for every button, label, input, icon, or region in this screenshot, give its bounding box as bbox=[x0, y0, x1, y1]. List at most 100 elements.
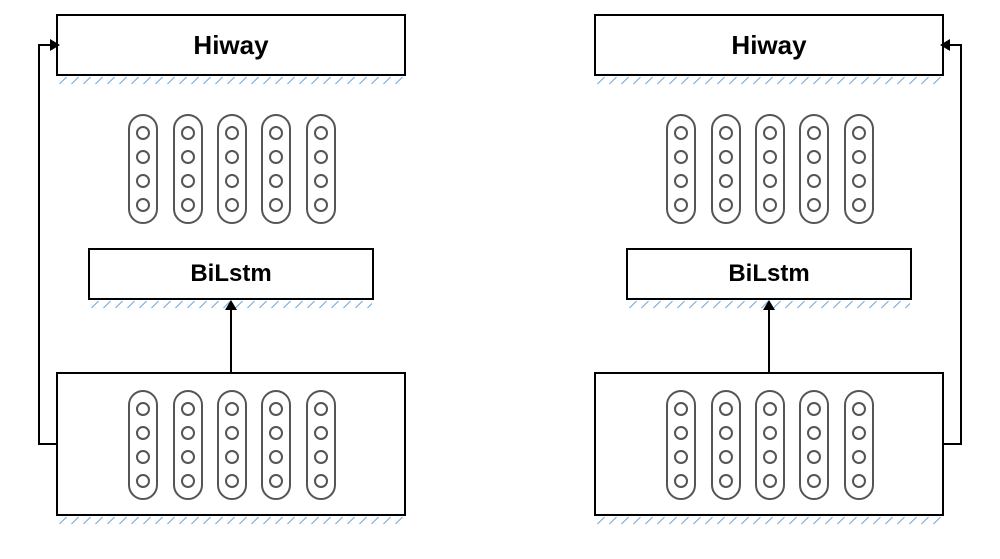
bottom-hatch bbox=[58, 516, 404, 530]
hiway-label: Hiway bbox=[596, 30, 942, 61]
capsule bbox=[799, 114, 829, 224]
capsule-dot bbox=[314, 426, 328, 440]
feedback-h-top bbox=[948, 44, 962, 46]
capsule-dot bbox=[852, 450, 866, 464]
capsule bbox=[666, 390, 696, 500]
capsule-dot bbox=[269, 126, 283, 140]
capsule-row-mid bbox=[652, 106, 888, 232]
feedback-v bbox=[38, 45, 40, 445]
arrow-up-line bbox=[768, 308, 770, 372]
capsule-dot bbox=[807, 150, 821, 164]
capsule-dot bbox=[674, 426, 688, 440]
capsule-dot bbox=[852, 402, 866, 416]
capsule-dot bbox=[314, 150, 328, 164]
capsule bbox=[261, 114, 291, 224]
capsule bbox=[306, 390, 336, 500]
capsule bbox=[173, 114, 203, 224]
capsule-dot bbox=[225, 150, 239, 164]
capsule-dot bbox=[763, 150, 777, 164]
capsule-dot bbox=[719, 474, 733, 488]
capsule-dot bbox=[674, 126, 688, 140]
bilstm-box: BiLstm bbox=[626, 248, 912, 300]
hiway-hatch bbox=[596, 76, 942, 90]
capsule-dot bbox=[314, 126, 328, 140]
capsule-row-mid bbox=[114, 106, 350, 232]
bottom-hatch bbox=[596, 516, 942, 530]
capsule-dot bbox=[719, 174, 733, 188]
capsule-dot bbox=[136, 126, 150, 140]
bilstm-label: BiLstm bbox=[90, 260, 372, 288]
feedback-head bbox=[50, 39, 60, 51]
capsule-dot bbox=[225, 174, 239, 188]
capsule-dot bbox=[674, 450, 688, 464]
arrow-up-line bbox=[230, 308, 232, 372]
capsule-row-bot bbox=[114, 382, 350, 508]
capsule-dot bbox=[136, 474, 150, 488]
arrow-up-head bbox=[225, 300, 237, 310]
capsule-dot bbox=[225, 426, 239, 440]
capsule bbox=[666, 114, 696, 224]
bilstm-label: BiLstm bbox=[628, 260, 910, 288]
capsule-dot bbox=[852, 474, 866, 488]
capsule-dot bbox=[181, 474, 195, 488]
module-left: Hiway BiLstm bbox=[56, 0, 436, 559]
capsule-dot bbox=[225, 402, 239, 416]
capsule-dot bbox=[852, 426, 866, 440]
capsule-dot bbox=[674, 402, 688, 416]
capsule-dot bbox=[136, 426, 150, 440]
feedback-h-bot bbox=[38, 443, 56, 445]
capsule-dot bbox=[763, 174, 777, 188]
capsule-dot bbox=[852, 150, 866, 164]
capsule-dot bbox=[136, 450, 150, 464]
capsule-dot bbox=[763, 198, 777, 212]
capsule bbox=[799, 390, 829, 500]
capsule-dot bbox=[136, 198, 150, 212]
capsule bbox=[261, 390, 291, 500]
capsule-dot bbox=[136, 402, 150, 416]
capsule-dot bbox=[181, 402, 195, 416]
capsule-dot bbox=[719, 198, 733, 212]
capsule-dot bbox=[674, 150, 688, 164]
bilstm-box: BiLstm bbox=[88, 248, 374, 300]
capsule bbox=[755, 114, 785, 224]
arrow-up-head bbox=[763, 300, 775, 310]
capsule-dot bbox=[136, 174, 150, 188]
capsule-dot bbox=[807, 474, 821, 488]
capsule bbox=[306, 114, 336, 224]
capsule-dot bbox=[269, 450, 283, 464]
capsule bbox=[711, 390, 741, 500]
capsule-dot bbox=[269, 174, 283, 188]
capsule-dot bbox=[807, 174, 821, 188]
capsule-dot bbox=[719, 426, 733, 440]
capsule-dot bbox=[763, 426, 777, 440]
capsule bbox=[711, 114, 741, 224]
hiway-box: Hiway bbox=[594, 14, 944, 76]
capsule-dot bbox=[314, 450, 328, 464]
capsule-dot bbox=[225, 198, 239, 212]
capsule-dot bbox=[763, 126, 777, 140]
capsule-dot bbox=[181, 450, 195, 464]
capsule-dot bbox=[181, 426, 195, 440]
capsule bbox=[217, 390, 247, 500]
capsule-dot bbox=[314, 474, 328, 488]
capsule-dot bbox=[719, 126, 733, 140]
capsule-dot bbox=[314, 402, 328, 416]
feedback-v bbox=[960, 45, 962, 445]
capsule-dot bbox=[269, 402, 283, 416]
capsule-dot bbox=[181, 126, 195, 140]
capsule-dot bbox=[269, 150, 283, 164]
feedback-head bbox=[940, 39, 950, 51]
capsule bbox=[128, 390, 158, 500]
capsule-dot bbox=[763, 450, 777, 464]
capsule-dot bbox=[763, 402, 777, 416]
capsule-dot bbox=[181, 198, 195, 212]
capsule-dot bbox=[674, 474, 688, 488]
capsule-dot bbox=[674, 198, 688, 212]
capsule-dot bbox=[807, 426, 821, 440]
capsule-dot bbox=[225, 474, 239, 488]
hiway-label: Hiway bbox=[58, 30, 404, 61]
capsule bbox=[173, 390, 203, 500]
capsule-dot bbox=[763, 474, 777, 488]
capsule-row-bot bbox=[652, 382, 888, 508]
capsule bbox=[844, 114, 874, 224]
